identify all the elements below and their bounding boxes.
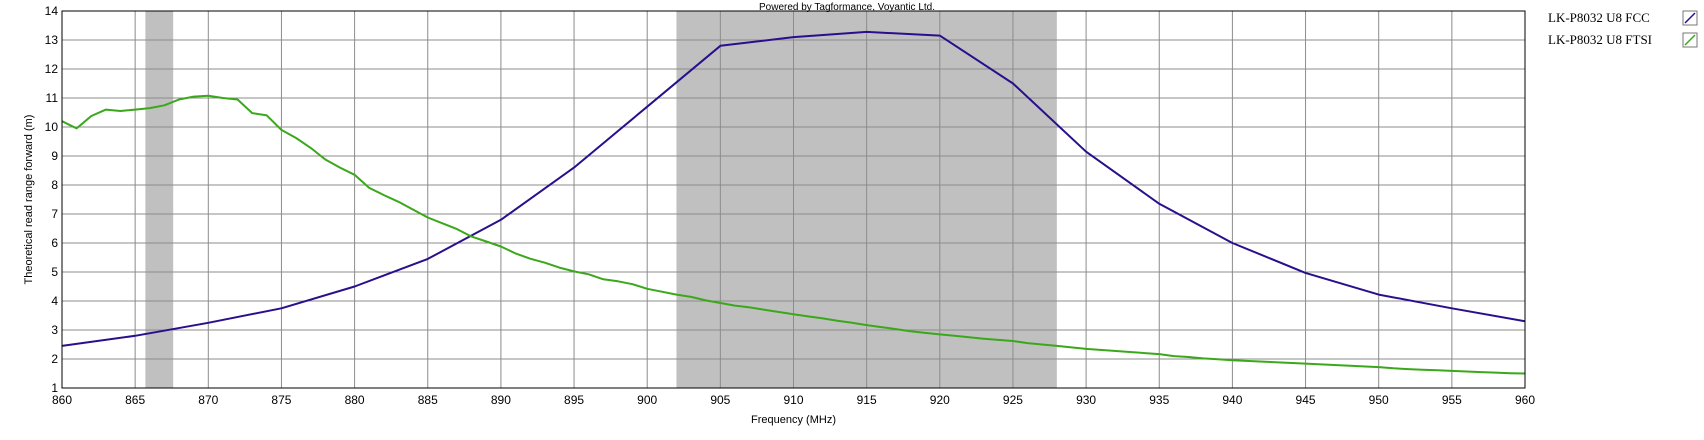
legend-label-1: LK-P8032 U8 FTSI <box>1548 32 1652 47</box>
x-tick-label-865: 865 <box>125 393 145 407</box>
x-axis-title: Frequency (MHz) <box>751 414 836 426</box>
x-tick-labels: 860 865 870 875 880 885 890 895 900 905 910 915 920 9… <box>52 393 1535 407</box>
legend-swatch-line-1 <box>1684 34 1696 46</box>
series-layer <box>61 30 1526 375</box>
x-tick-label-880: 880 <box>345 393 365 407</box>
y-tick-label-6: 6 <box>51 236 58 250</box>
plot-frame <box>61 10 1526 389</box>
grid <box>61 10 1526 389</box>
x-tick-label-920: 920 <box>930 393 950 407</box>
y-axis-title: Theoretical read range forward (m) <box>23 115 35 285</box>
x-tick-label-955: 955 <box>1442 393 1462 407</box>
x-tick-label-860: 860 <box>52 393 72 407</box>
x-tick-label-925: 925 <box>1003 393 1023 407</box>
y-tick-label-14: 14 <box>45 4 59 18</box>
y-tick-label-4: 4 <box>51 294 58 308</box>
x-tick-label-945: 945 <box>1296 393 1316 407</box>
y-tick-label-5: 5 <box>51 265 58 279</box>
x-tick-label-910: 910 <box>783 393 803 407</box>
legend-label-0: LK-P8032 U8 FCC <box>1548 10 1650 25</box>
x-tick-label-875: 875 <box>271 393 291 407</box>
y-tick-label-10: 10 <box>45 120 59 134</box>
legend: LK-P8032 U8 FCC LK-P8032 U8 FTSI <box>1548 10 1698 48</box>
x-tick-label-885: 885 <box>418 393 438 407</box>
y-tick-label-3: 3 <box>51 323 58 337</box>
shaded-band-0 <box>145 11 174 388</box>
y-tick-label-13: 13 <box>45 33 59 47</box>
credit-text: Powered by Tagformance, Voyantic Ltd. <box>759 2 935 13</box>
x-tick-label-935: 935 <box>1149 393 1169 407</box>
y-tick-label-7: 7 <box>51 207 58 221</box>
x-tick-label-940: 940 <box>1222 393 1242 407</box>
x-tick-label-950: 950 <box>1369 393 1389 407</box>
x-tick-label-900: 900 <box>637 393 657 407</box>
x-tick-label-960: 960 <box>1515 393 1535 407</box>
x-tick-label-930: 930 <box>1076 393 1096 407</box>
series-line-0 <box>61 30 1526 347</box>
legend-swatch-line-0 <box>1684 12 1696 24</box>
y-tick-label-11: 11 <box>46 91 59 105</box>
x-tick-label-905: 905 <box>710 393 730 407</box>
series-line-1 <box>61 94 1526 375</box>
x-tick-label-890: 890 <box>491 393 511 407</box>
y-tick-label-12: 12 <box>45 62 59 76</box>
y-tick-label-9: 9 <box>51 149 58 163</box>
x-tick-label-870: 870 <box>198 393 218 407</box>
y-tick-label-8: 8 <box>51 178 58 192</box>
y-tick-label-1: 1 <box>51 381 58 395</box>
x-tick-label-915: 915 <box>857 393 877 407</box>
y-tick-label-2: 2 <box>51 352 58 366</box>
x-tick-label-895: 895 <box>564 393 584 407</box>
